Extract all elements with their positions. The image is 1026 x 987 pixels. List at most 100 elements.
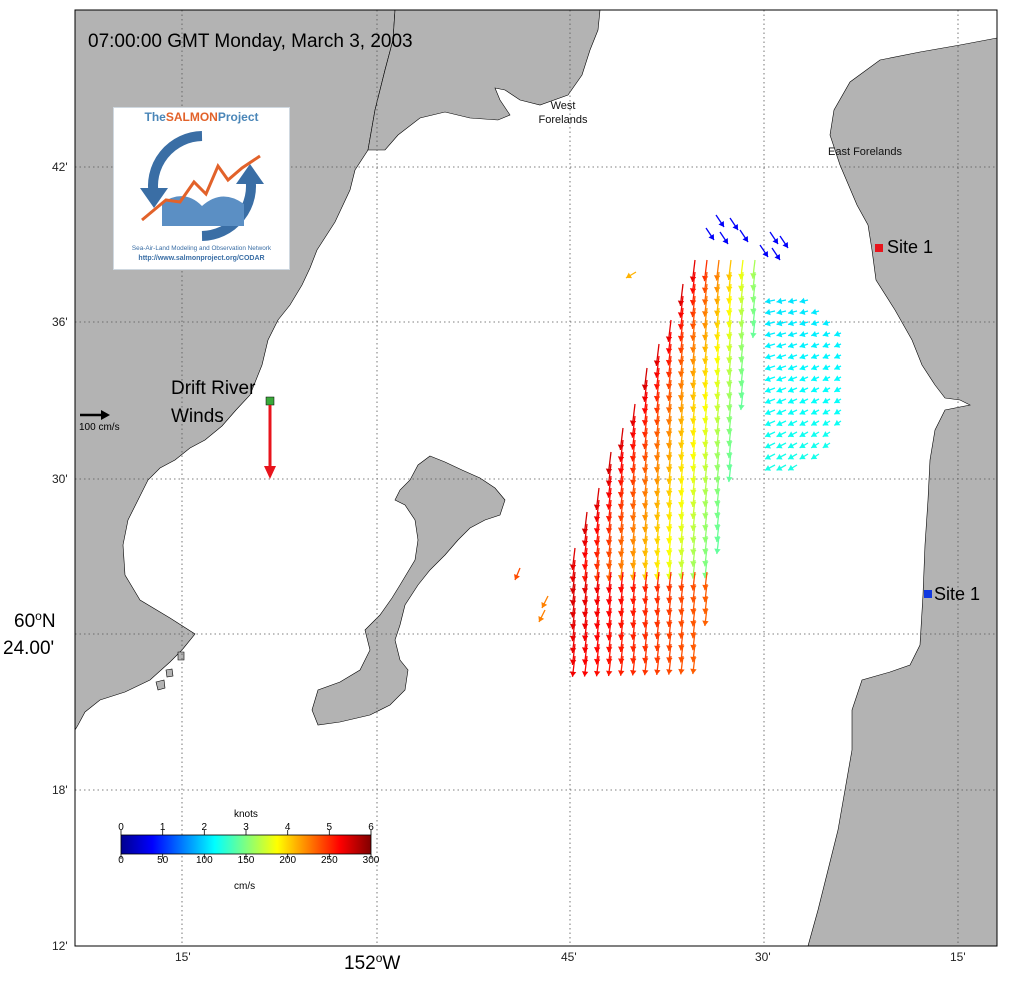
- colorbar-knots-tick: 2: [201, 822, 208, 833]
- current-vector-head: [788, 442, 795, 449]
- current-vector-head: [714, 548, 721, 555]
- current-vector-head: [776, 320, 783, 327]
- colorbar-cms-tick: 100: [195, 855, 213, 866]
- current-vector-head: [765, 308, 771, 316]
- current-vector-head: [618, 670, 625, 676]
- current-vector-head: [765, 420, 771, 427]
- current-vector-head: [541, 601, 548, 608]
- current-vector-head: [654, 669, 661, 675]
- current-vector-head: [811, 442, 818, 448]
- colorbar-knots-tick: 1: [159, 822, 166, 833]
- current-vector-head: [799, 308, 806, 315]
- current-vector-head: [569, 671, 577, 677]
- current-vector-head: [782, 241, 788, 248]
- wind-station-marker: [265, 396, 275, 406]
- site-marker-blue: [924, 590, 932, 598]
- colorbar-cms-tick: 150: [237, 855, 255, 866]
- current-vector-head: [799, 386, 806, 393]
- wind-label: Drift River Winds: [171, 378, 256, 427]
- colorbar-ticks: [120, 830, 372, 859]
- colorbar-cms-tick: 200: [279, 855, 297, 866]
- current-vector-head: [811, 330, 818, 338]
- current-vector-head: [822, 442, 829, 448]
- site-label-blue: Site 1: [934, 584, 981, 604]
- current-vector-head: [834, 419, 841, 426]
- current-vector-head: [788, 386, 795, 393]
- current-vector-head: [765, 442, 772, 449]
- current-vector-head: [811, 431, 818, 437]
- current-vector-head: [765, 320, 771, 327]
- current-vector-head: [718, 220, 724, 227]
- current-vector-head: [799, 364, 806, 371]
- current-vector-head: [702, 620, 709, 627]
- current-vector-head: [776, 364, 783, 371]
- current-vector-head: [811, 308, 818, 315]
- lat-major-label: 60oN 24.00': [3, 609, 56, 659]
- colorbar: [120, 834, 372, 855]
- current-vector-head: [822, 375, 829, 382]
- current-vector-head: [666, 669, 673, 675]
- map-title: 07:00:00 GMT Monday, March 3, 2003: [88, 31, 413, 52]
- current-vector-head: [742, 235, 748, 242]
- current-vector-head: [834, 330, 841, 337]
- east-forelands-label: East Forelands: [828, 146, 902, 158]
- map-frame: [74, 9, 998, 947]
- current-vector-head: [776, 308, 783, 316]
- current-vector-head: [776, 386, 783, 393]
- current-vector-head: [538, 615, 545, 622]
- colorbar-knots-tick: 3: [243, 822, 249, 833]
- lon-tick-15-west: 15': [175, 950, 191, 964]
- current-vector-head: [811, 386, 818, 393]
- current-vector-head: [732, 223, 738, 230]
- current-vector-head: [811, 453, 818, 460]
- current-vector-head: [799, 453, 806, 460]
- lon-tick-45: 45': [561, 950, 577, 964]
- current-vector-head: [630, 670, 637, 676]
- scale-arrow-head: [101, 410, 110, 420]
- current-vector-head: [776, 375, 783, 382]
- current-vector-head: [642, 669, 649, 676]
- current-vector-head: [678, 668, 685, 675]
- current-vector-head: [776, 420, 783, 427]
- lat-tick-36: 36': [52, 315, 68, 329]
- current-vector-head: [799, 409, 806, 415]
- current-vector-head: [788, 464, 795, 471]
- lat-tick-18: 18': [52, 783, 68, 797]
- current-vector-head: [788, 297, 794, 304]
- current-vector-head: [822, 342, 829, 348]
- current-vector-head: [822, 386, 829, 393]
- colorbar-knots-tick: 0: [118, 822, 124, 833]
- colorbar-knots-tick: 4: [284, 822, 291, 833]
- west-forelands-label: West Forelands: [538, 100, 588, 126]
- current-vector-head: [690, 668, 697, 675]
- current-vectors: [514, 214, 842, 677]
- current-vector-head: [799, 375, 806, 382]
- current-vector-head: [626, 272, 633, 279]
- current-vector-head: [776, 331, 783, 338]
- current-vector-head: [834, 341, 841, 348]
- current-vector-head: [776, 409, 783, 416]
- current-vector-head: [581, 671, 589, 677]
- current-vector-head: [765, 465, 772, 471]
- current-vector-head: [834, 375, 841, 381]
- east-landmass: [807, 37, 998, 947]
- current-vector-head: [799, 397, 806, 404]
- current-vector-head: [776, 398, 783, 404]
- current-vector-head: [776, 465, 783, 471]
- current-vector-head: [822, 408, 829, 415]
- current-vector-head: [776, 342, 783, 349]
- current-vector-head: [765, 375, 771, 382]
- current-vector-head: [799, 353, 806, 360]
- current-vector-head: [776, 297, 783, 305]
- west-forelands: [367, 9, 601, 151]
- site-marker-red: [875, 244, 883, 252]
- logo-name: TheSALMONProject: [144, 110, 259, 124]
- current-vector-head: [776, 431, 783, 438]
- current-vector-head: [811, 420, 818, 426]
- wind-arrow-head: [264, 466, 276, 479]
- logo-url[interactable]: http://www.salmonproject.org/CODAR: [138, 255, 265, 262]
- site-label-red: Site 1: [887, 237, 934, 257]
- current-vector-head: [788, 331, 794, 338]
- current-vector-head: [774, 253, 780, 260]
